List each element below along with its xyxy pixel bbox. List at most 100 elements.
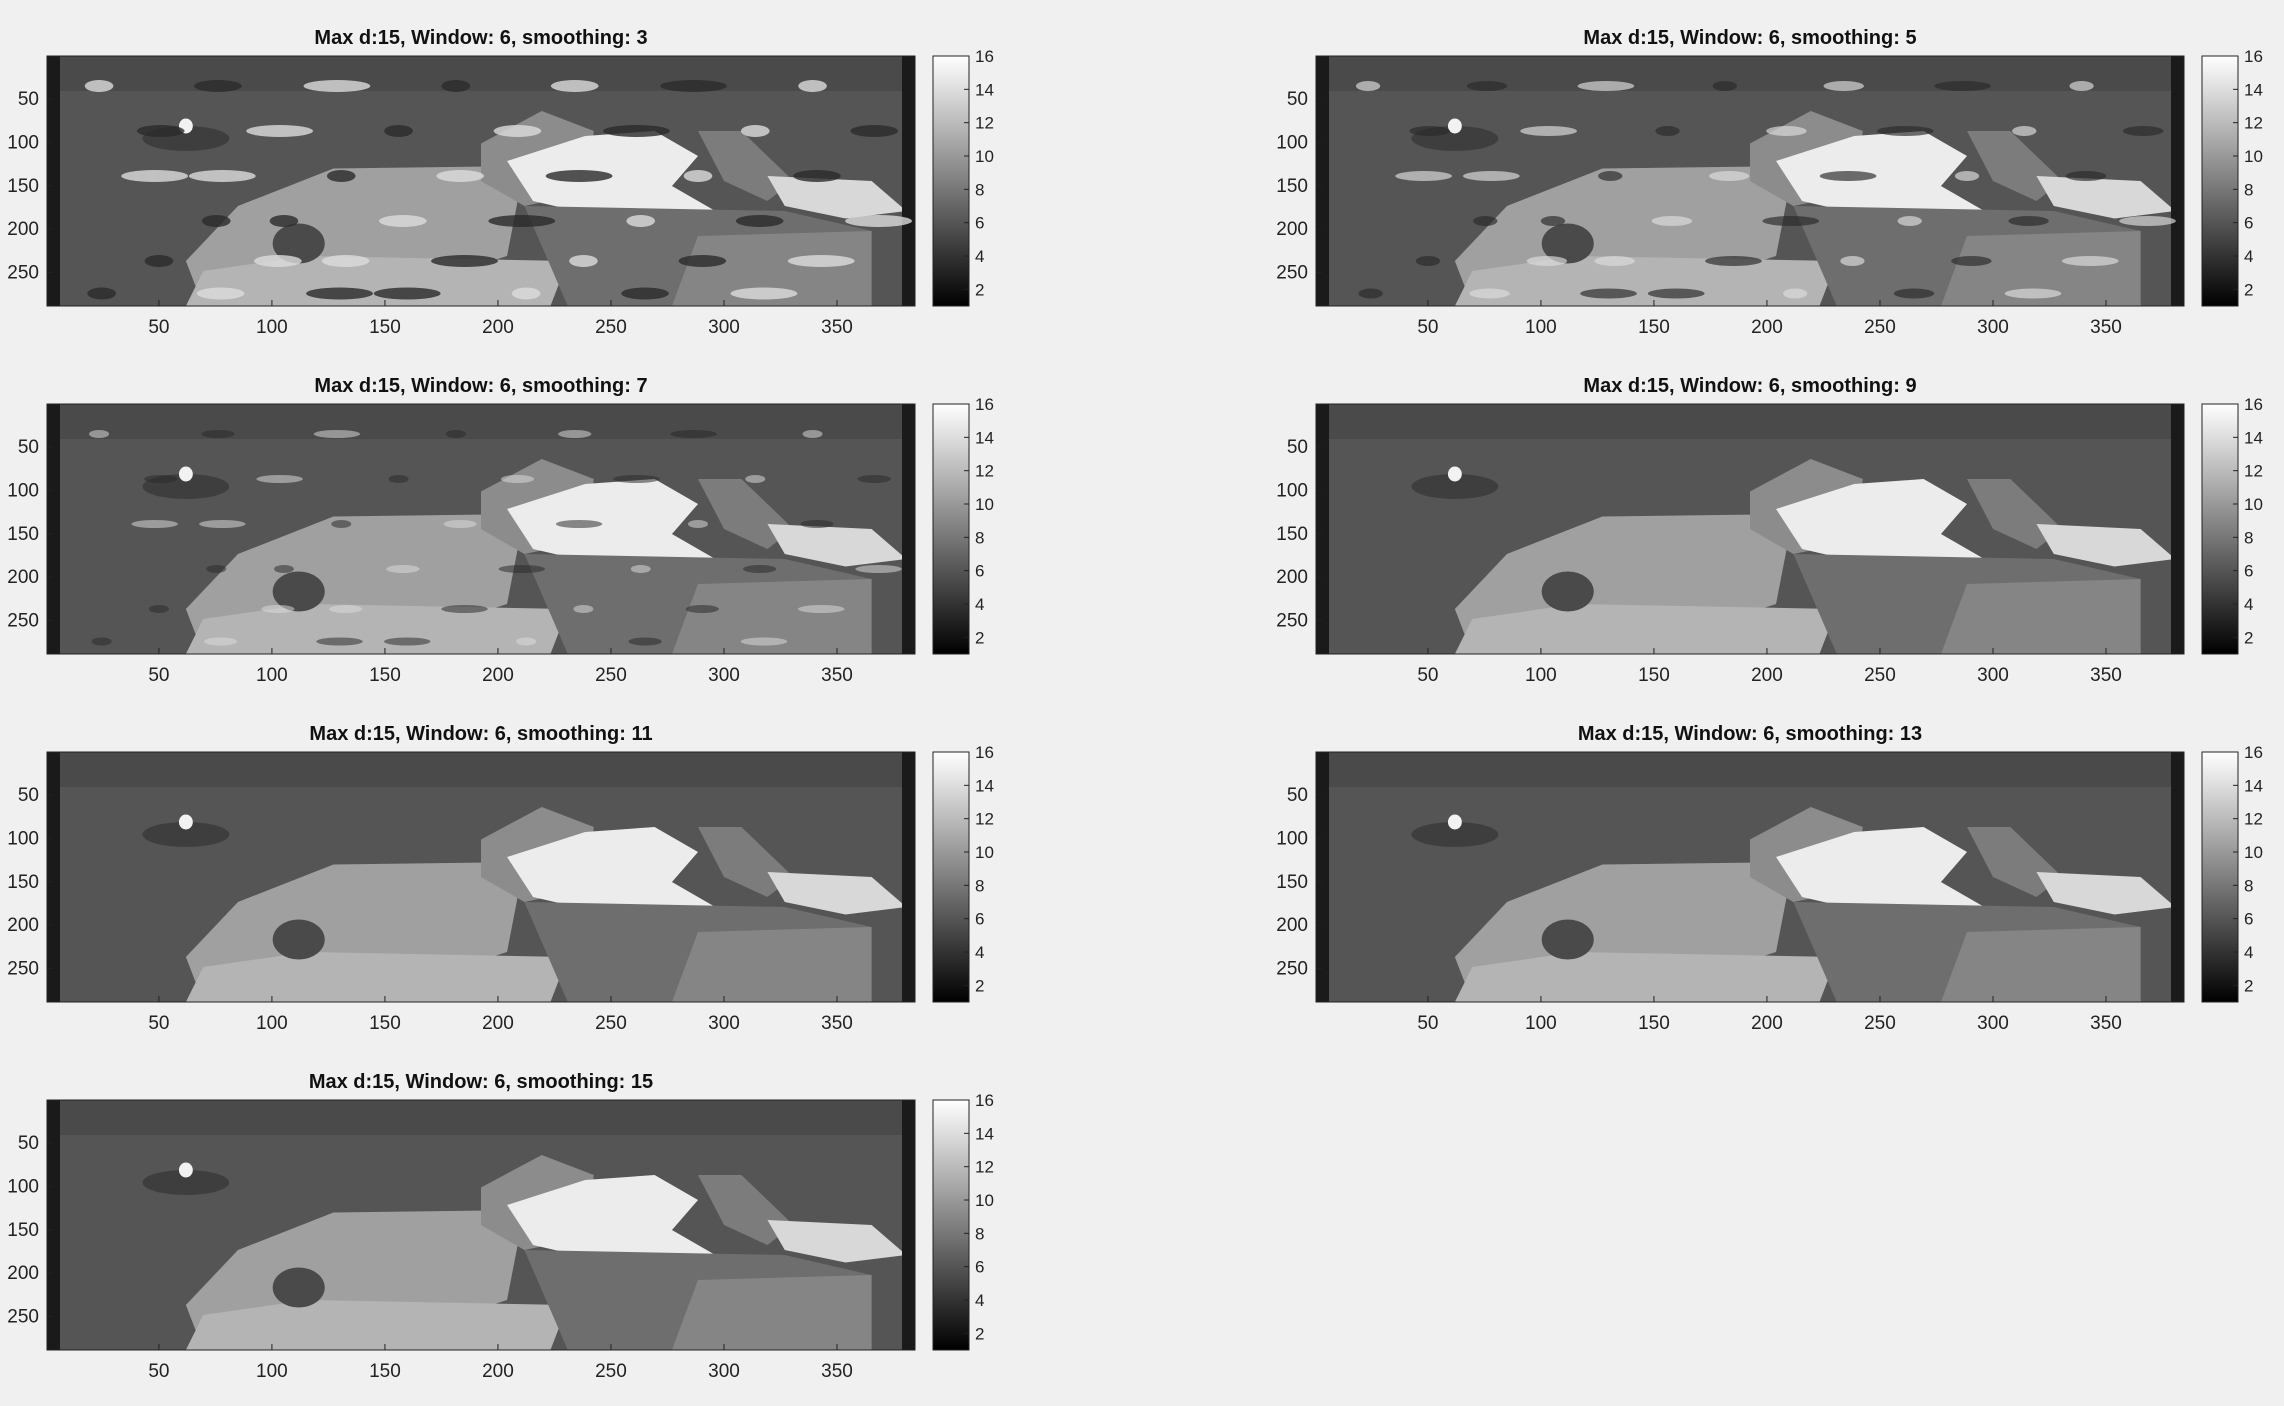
y-tick-label: 250 bbox=[7, 611, 39, 632]
bottom-bright-region bbox=[185, 1300, 568, 1350]
noise-streak bbox=[742, 565, 777, 573]
dark-patch bbox=[272, 919, 325, 960]
noise-streak bbox=[800, 520, 834, 528]
small-white-blob bbox=[178, 466, 193, 482]
colorbar-tick-label: 12 bbox=[975, 462, 994, 481]
axes-frame bbox=[1315, 403, 2185, 655]
colorbar-tick-label: 2 bbox=[975, 628, 984, 647]
subplot-title: Max d:15, Window: 6, smoothing: 13 bbox=[1578, 723, 1922, 745]
colorbar-tick-label: 8 bbox=[975, 180, 984, 199]
x-tick-label: 100 bbox=[1525, 665, 1557, 686]
dark-patch bbox=[272, 223, 325, 264]
noise-streak bbox=[660, 80, 728, 92]
noise-streak bbox=[787, 255, 855, 267]
noise-streak bbox=[383, 637, 431, 646]
y-tick-label: 100 bbox=[1276, 480, 1308, 501]
noise-streak bbox=[2065, 171, 2107, 181]
colorbar-tick-label: 8 bbox=[975, 876, 984, 895]
right-edge bbox=[2170, 404, 2184, 654]
noise-streak bbox=[628, 637, 662, 646]
noise-streak bbox=[144, 475, 178, 483]
colorbar-tick-label: 12 bbox=[2244, 462, 2263, 481]
colorbar-tick-label: 8 bbox=[2244, 876, 2253, 895]
noise-streak bbox=[1897, 216, 1922, 226]
x-tick-label: 300 bbox=[1977, 665, 2009, 686]
noise-streak bbox=[328, 605, 363, 613]
noise-streak bbox=[740, 637, 788, 646]
colorbar-tick-label: 8 bbox=[2244, 180, 2253, 199]
mid-right-region bbox=[1967, 479, 2063, 549]
y-tick-label: 100 bbox=[7, 132, 39, 153]
noise-streak bbox=[688, 520, 708, 528]
noise-streak bbox=[1708, 171, 1750, 181]
noise-streak bbox=[500, 475, 535, 483]
y-tick-label: 50 bbox=[18, 785, 39, 806]
y-tick-label: 200 bbox=[1276, 915, 1308, 936]
y-tick-label: 50 bbox=[1287, 89, 1308, 110]
noise-streak bbox=[488, 215, 556, 227]
colorbar bbox=[932, 55, 970, 307]
x-tick-label: 250 bbox=[595, 317, 627, 338]
noise-streak bbox=[269, 215, 299, 227]
noise-streak bbox=[388, 475, 409, 483]
noise-streak bbox=[386, 565, 420, 573]
noise-streak bbox=[1520, 126, 1577, 136]
x-tick-label: 150 bbox=[1638, 1013, 1670, 1034]
disparity-image bbox=[1316, 752, 2184, 1002]
x-tick-label: 200 bbox=[1751, 1013, 1783, 1034]
mid-right-region bbox=[1967, 827, 2063, 897]
y-tick-label: 150 bbox=[1276, 872, 1308, 893]
colorbar-tick-label: 10 bbox=[2244, 843, 2263, 862]
noise-streak bbox=[256, 475, 303, 483]
bottom-bright-region bbox=[1454, 952, 1837, 1002]
noise-streak bbox=[1655, 126, 1680, 136]
top-band bbox=[47, 752, 915, 787]
x-tick-label: 200 bbox=[1751, 317, 1783, 338]
colorbar-tick-label: 16 bbox=[975, 47, 994, 66]
lower-right-grey bbox=[671, 579, 872, 654]
axes-frame bbox=[1315, 55, 2185, 307]
colorbar-tick-label: 6 bbox=[975, 1258, 984, 1277]
x-tick-label: 200 bbox=[482, 1361, 514, 1382]
colorbar-tick-label: 6 bbox=[2244, 910, 2253, 929]
disparity-image bbox=[47, 56, 915, 306]
noise-streak bbox=[1954, 171, 1980, 181]
noise-streak bbox=[436, 170, 485, 182]
x-tick-label: 250 bbox=[1864, 1013, 1896, 1034]
colorbar-tick-label: 12 bbox=[975, 114, 994, 133]
noise-streak bbox=[316, 637, 363, 646]
bottom-bright-region bbox=[185, 952, 568, 1002]
noise-streak bbox=[555, 520, 603, 528]
noise-streak bbox=[194, 80, 242, 92]
noise-streak bbox=[2069, 81, 2094, 91]
noise-streak bbox=[678, 255, 727, 267]
right-edge bbox=[901, 404, 915, 654]
left-edge bbox=[1316, 404, 1330, 654]
noise-streak bbox=[91, 637, 112, 646]
colorbar bbox=[2201, 751, 2239, 1003]
left-edge bbox=[47, 1100, 61, 1350]
noise-streak bbox=[1395, 171, 1452, 181]
x-tick-label: 250 bbox=[595, 1013, 627, 1034]
subplot-title: Max d:15, Window: 6, smoothing: 7 bbox=[314, 375, 647, 397]
dark-patch bbox=[142, 1170, 230, 1195]
noise-streak bbox=[516, 637, 537, 646]
x-tick-label: 250 bbox=[595, 1361, 627, 1382]
noise-streak bbox=[1934, 81, 1992, 91]
noise-streak bbox=[1762, 216, 1820, 226]
mid-right-region bbox=[698, 1175, 794, 1245]
noise-streak bbox=[121, 170, 189, 182]
white-object-region bbox=[507, 1175, 716, 1265]
y-tick-label: 150 bbox=[1276, 176, 1308, 197]
noise-streak bbox=[1415, 256, 1441, 266]
white-object-region bbox=[507, 827, 716, 917]
noise-streak bbox=[261, 605, 295, 613]
mid-right-region bbox=[698, 827, 794, 897]
noise-streak bbox=[384, 125, 413, 137]
colorbar-tick-label: 2 bbox=[975, 280, 984, 299]
noise-streak bbox=[1651, 216, 1693, 226]
colorbar bbox=[2201, 403, 2239, 655]
y-tick-label: 200 bbox=[7, 219, 39, 240]
noise-streak bbox=[431, 255, 498, 267]
noise-streak bbox=[445, 430, 466, 438]
